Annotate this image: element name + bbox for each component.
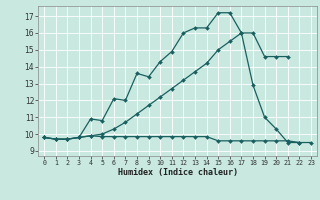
X-axis label: Humidex (Indice chaleur): Humidex (Indice chaleur) — [118, 168, 238, 177]
